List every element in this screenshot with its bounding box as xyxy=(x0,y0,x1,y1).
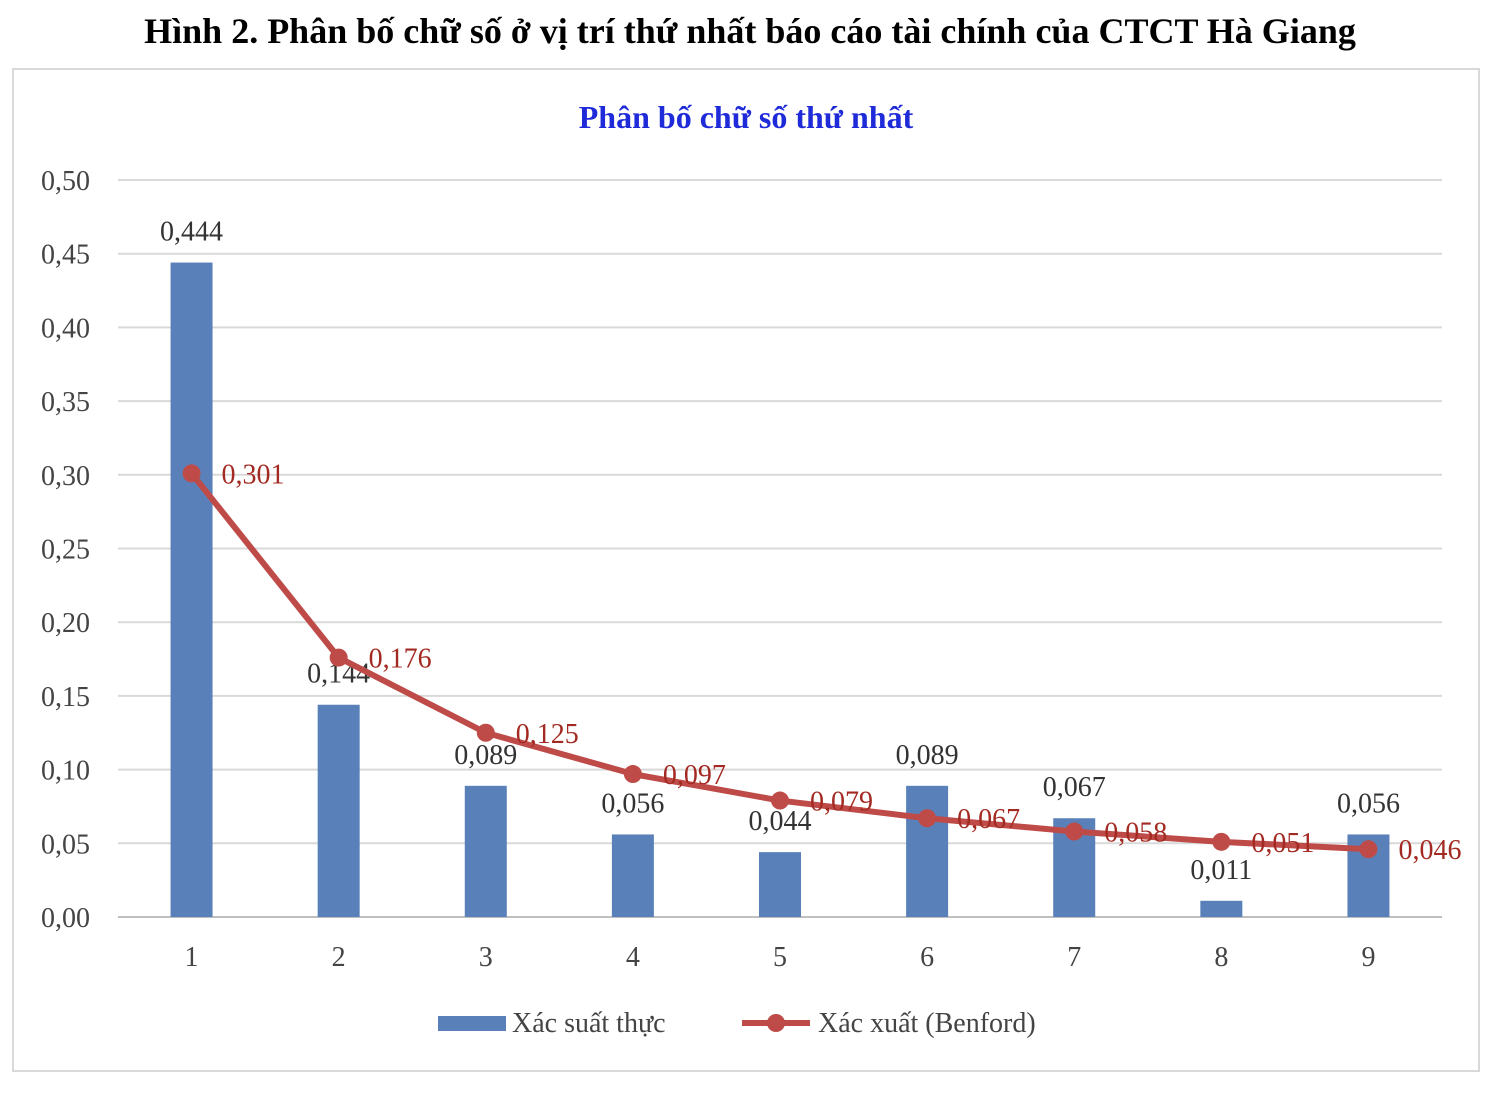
y-tick-label: 0,50 xyxy=(41,166,90,197)
x-tick-label: 1 xyxy=(185,942,199,973)
bar-data-label: 0,067 xyxy=(1043,772,1106,803)
legend: Xác suất thực Xác xuất (Benford) xyxy=(438,1008,1036,1039)
benford-line-series: 0,301 0,176 0,125 0,097 0,079 0,067 0,058 0,051… xyxy=(182,459,1461,866)
bar xyxy=(464,785,507,917)
figure-caption: Hình 2. Phân bố chữ số ở vị trí thứ nhất… xyxy=(144,11,1356,51)
bar-data-label: 0,011 xyxy=(1190,855,1252,886)
line-data-label: 0,067 xyxy=(957,804,1020,835)
bar xyxy=(759,852,801,917)
line-data-label: 0,058 xyxy=(1104,818,1167,849)
line-point xyxy=(771,791,789,810)
bar-data-label: 0,056 xyxy=(1337,788,1400,819)
x-tick-label: 7 xyxy=(1067,942,1081,973)
legend-bar-swatch xyxy=(438,1016,506,1031)
chart-frame xyxy=(12,68,1480,1072)
y-axis-ticks: 0,00 0,05 0,10 0,15 0,20 0,25 0,30 0,35 0,40 0,45… xyxy=(41,166,90,934)
legend-bar-label: Xác suất thực xyxy=(512,1008,666,1039)
line-data-label: 0,125 xyxy=(516,719,579,750)
y-tick-label: 0,05 xyxy=(41,829,90,860)
bar-data-label: 0,444 xyxy=(160,217,223,248)
chart-title: Phân bố chữ số thứ nhất xyxy=(579,99,914,135)
line-data-label: 0,301 xyxy=(222,459,285,490)
line-point xyxy=(623,765,642,784)
line-point xyxy=(1359,840,1378,859)
y-tick-label: 0,20 xyxy=(41,608,90,639)
y-tick-label: 0,00 xyxy=(41,903,90,934)
bar xyxy=(317,704,360,917)
line-data-label: 0,046 xyxy=(1398,835,1461,866)
bar-data-label: 0,089 xyxy=(896,740,959,771)
y-tick-label: 0,15 xyxy=(41,682,90,713)
x-tick-label: 3 xyxy=(479,942,493,973)
bar-data-label: 0,056 xyxy=(601,788,664,819)
bar-series: 0,4440,1440,0890,0560,0440,0890,0670,011… xyxy=(160,217,1400,917)
x-tick-label: 5 xyxy=(773,942,787,973)
y-tick-label: 0,40 xyxy=(41,313,90,344)
x-axis-ticks: 1 2 3 4 5 6 7 8 9 xyxy=(185,942,1376,973)
line-point xyxy=(476,723,495,742)
y-tick-label: 0,35 xyxy=(41,387,90,418)
line-point xyxy=(182,464,201,483)
y-tick-label: 0,30 xyxy=(41,461,90,492)
line-data-label: 0,097 xyxy=(663,760,726,791)
line-data-label: 0,051 xyxy=(1251,828,1314,859)
bar xyxy=(611,834,654,917)
line-point xyxy=(918,809,937,828)
legend-line-marker xyxy=(767,1014,785,1032)
x-tick-label: 9 xyxy=(1361,942,1375,973)
line-point xyxy=(1065,822,1084,841)
line-data-label: 0,079 xyxy=(810,787,873,818)
bar-data-label: 0,089 xyxy=(454,740,517,771)
y-tick-label: 0,25 xyxy=(41,535,90,566)
bar xyxy=(170,262,213,917)
line-point xyxy=(1212,832,1231,851)
x-tick-label: 8 xyxy=(1214,942,1228,973)
bar-data-label: 0,044 xyxy=(749,806,812,837)
y-tick-label: 0,10 xyxy=(41,756,90,787)
x-tick-label: 4 xyxy=(626,942,640,973)
x-tick-label: 2 xyxy=(332,942,346,973)
x-tick-label: 6 xyxy=(920,942,934,973)
line-point xyxy=(329,648,348,667)
y-tick-label: 0,45 xyxy=(41,240,90,271)
legend-line-label: Xác xuất (Benford) xyxy=(818,1008,1036,1039)
bar xyxy=(906,785,949,917)
bar xyxy=(1200,900,1243,917)
line-data-label: 0,176 xyxy=(369,644,432,675)
